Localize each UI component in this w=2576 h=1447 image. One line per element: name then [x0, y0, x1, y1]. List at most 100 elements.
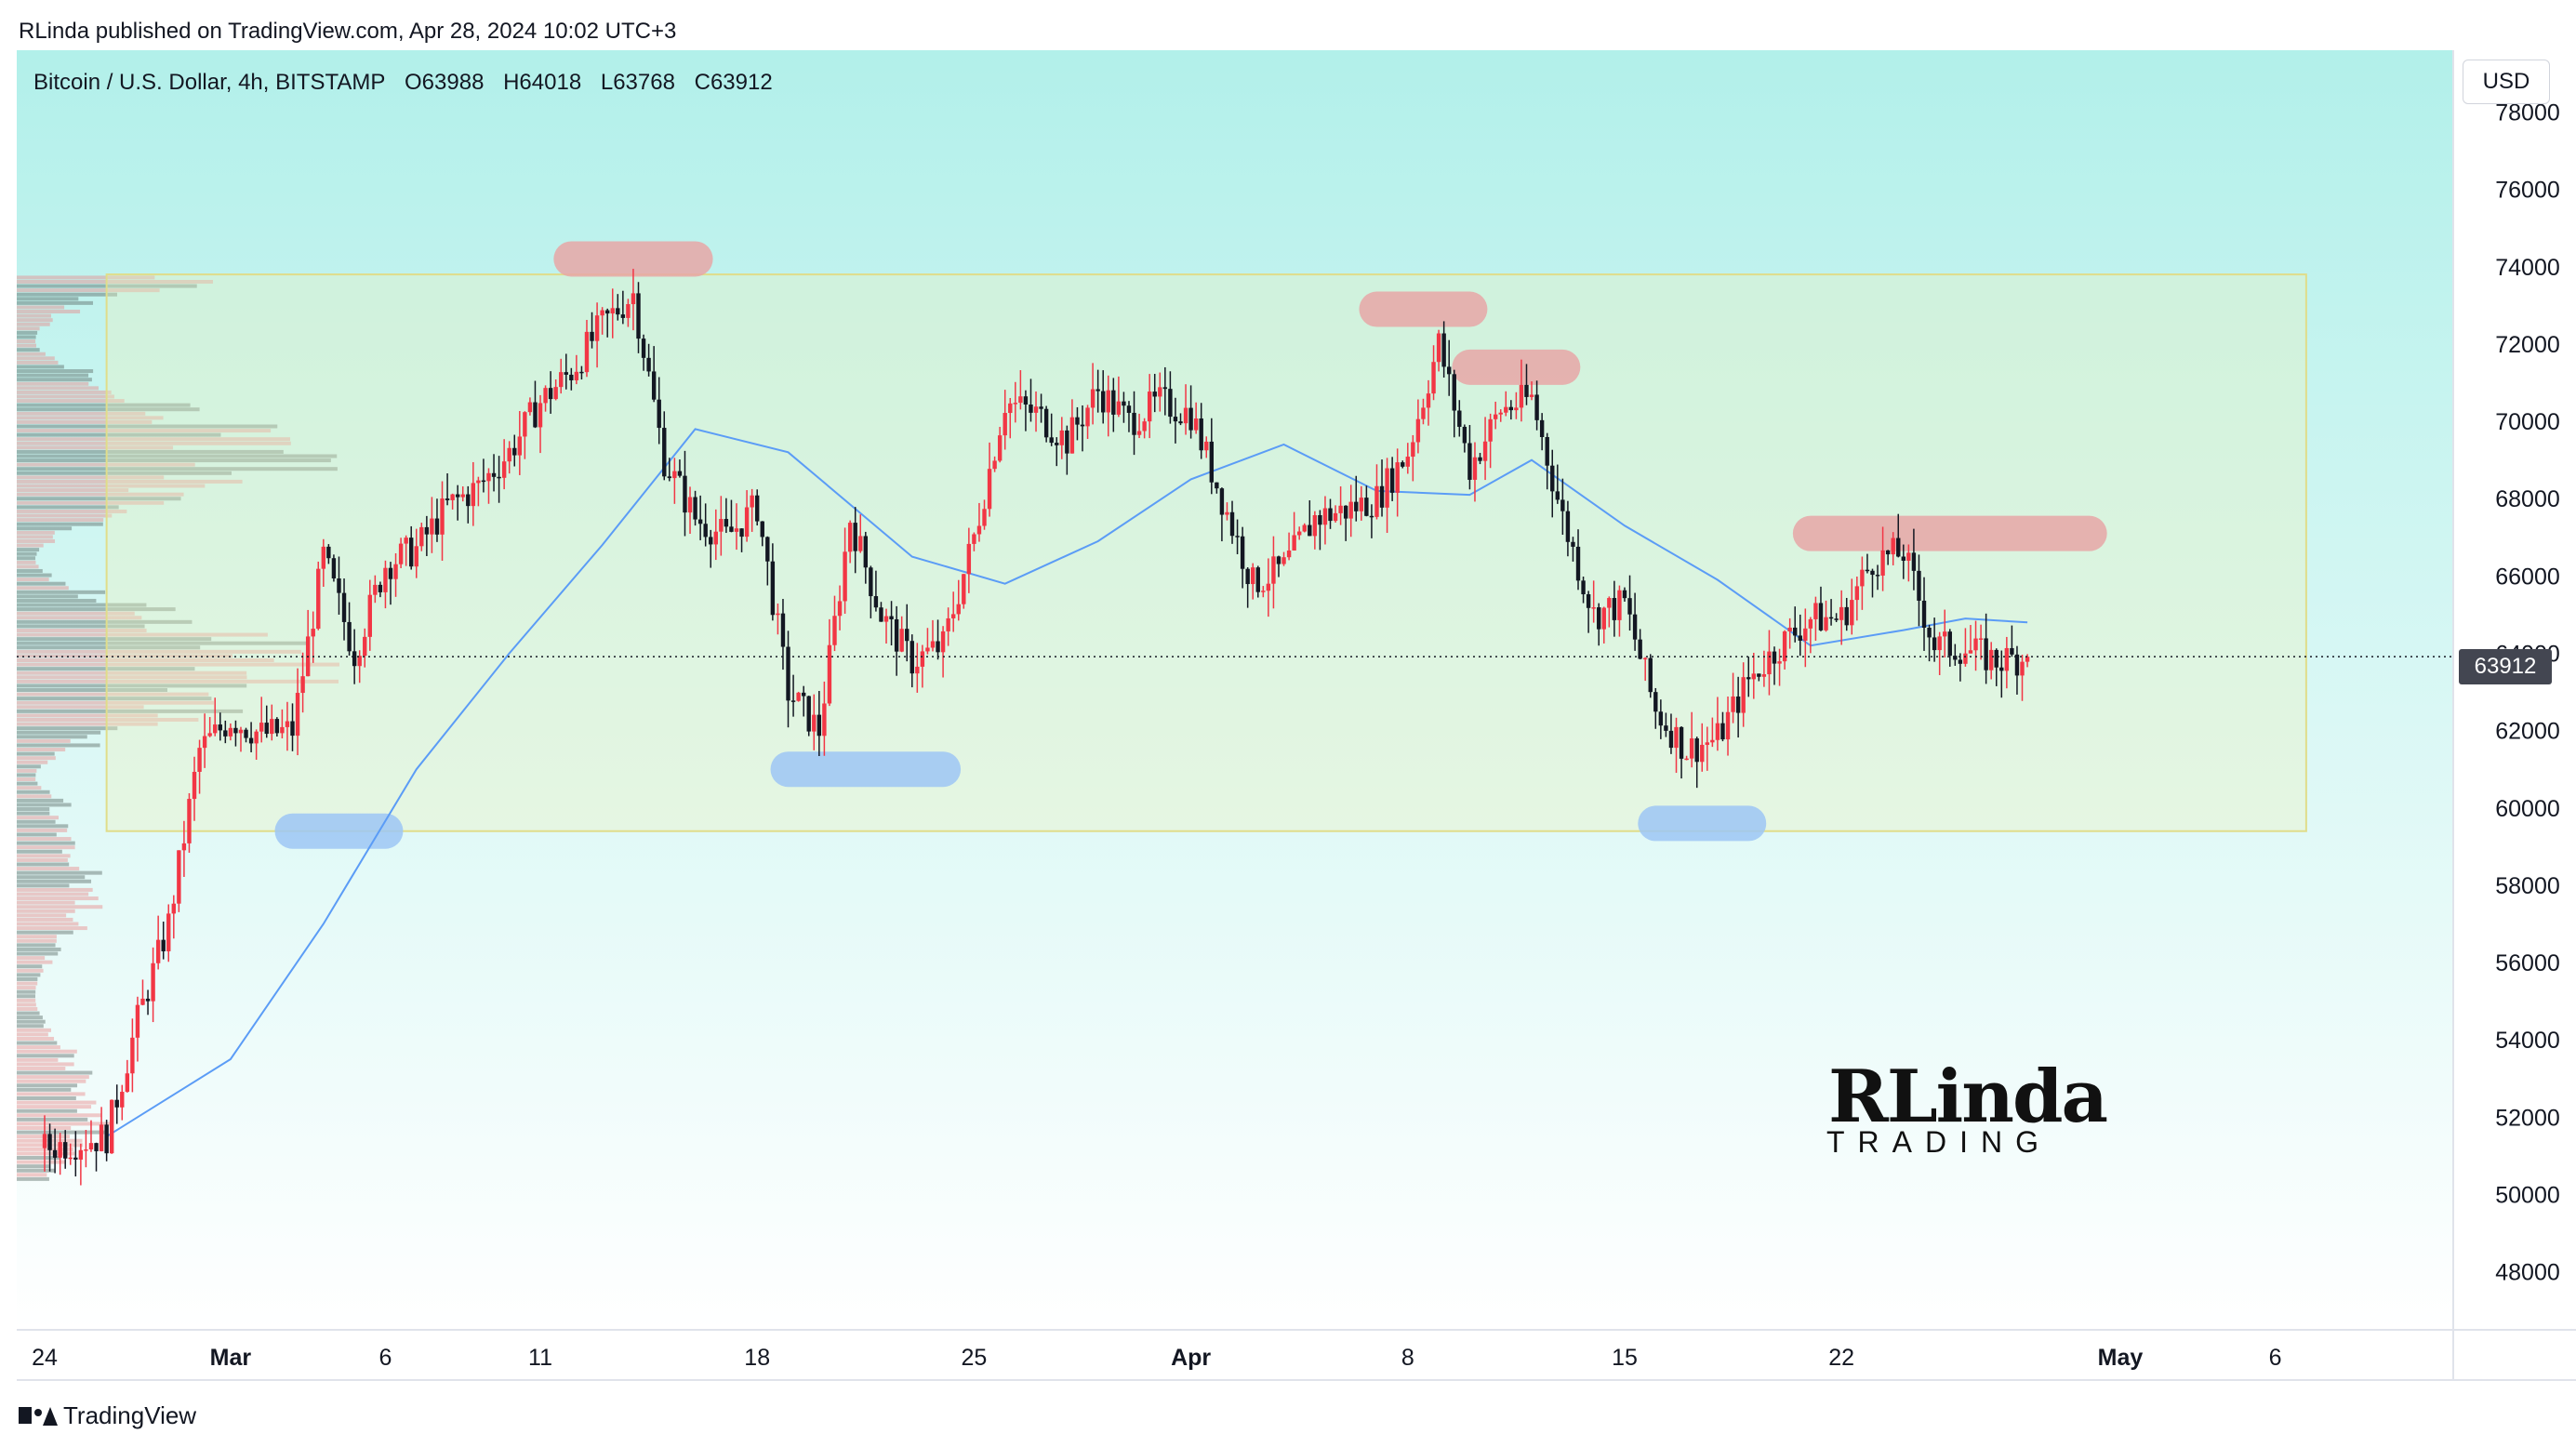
candle: [228, 723, 233, 741]
symbol-name[interactable]: Bitcoin / U.S. Dollar, 4h, BITSTAMP: [33, 70, 386, 95]
tradingview-logo-icon[interactable]: [19, 1405, 58, 1426]
candle: [657, 377, 661, 445]
candle: [270, 704, 274, 741]
candle: [1251, 563, 1255, 600]
candle: [1844, 597, 1849, 631]
candle: [750, 488, 754, 532]
high-value: H64018: [503, 70, 582, 95]
volume-profile-bar: [17, 437, 291, 442]
candle: [517, 411, 523, 475]
candle: [858, 514, 863, 553]
candle: [181, 820, 187, 877]
candle: [1142, 418, 1147, 439]
volume-profile-bar: [17, 551, 37, 556]
candle: [946, 607, 950, 646]
volume-profile-bar: [17, 938, 57, 943]
volume-profile-bar: [17, 594, 78, 599]
price-tick-label: 76000: [2495, 178, 2560, 204]
moving-average-layer: [106, 428, 2028, 1137]
candle: [197, 739, 202, 794]
candle: [1813, 596, 1818, 641]
volume-profile-bar: [17, 560, 36, 564]
time-scale[interactable]: 24 Mar 6 11 18 25 Apr 8 15 22 May 6: [32, 1345, 2281, 1371]
candle: [1245, 567, 1250, 608]
range-box-layer: [105, 273, 2307, 832]
volume-profile-bar: [17, 777, 36, 782]
candle: [734, 503, 739, 551]
candle: [455, 485, 460, 521]
candle: [135, 996, 140, 1062]
candle: [1581, 576, 1586, 604]
candle: [300, 652, 305, 713]
candle: [1741, 662, 1746, 727]
candle: [341, 578, 347, 641]
candle: [1162, 366, 1168, 416]
volume-profile-bar: [17, 998, 36, 1002]
volume-profile-bar: [17, 1066, 66, 1070]
volume-profile-bar: [17, 981, 38, 986]
candle: [331, 554, 337, 582]
volume-profile-bar: [17, 883, 70, 888]
candlestick-chart[interactable]: 7800076000740007200070000680006600064000…: [17, 50, 2576, 1391]
candle: [512, 434, 517, 467]
volume-profile-bar: [17, 905, 103, 909]
footer[interactable]: TradingView: [19, 1395, 196, 1436]
volume-profile-bar: [17, 1049, 77, 1054]
footer-label[interactable]: TradingView: [63, 1401, 197, 1429]
volume-profile-bar: [17, 887, 93, 892]
candle: [548, 371, 553, 414]
range-box: [105, 273, 2307, 832]
currency-button[interactable]: USD: [2463, 60, 2550, 104]
chart-area[interactable]: 7800076000740007200070000680006600064000…: [17, 50, 2576, 1391]
candle: [1292, 511, 1296, 551]
candle: [1209, 418, 1215, 495]
price-scale[interactable]: 7800076000740007200070000680006600064000…: [2495, 100, 2560, 1286]
volume-profile-bar: [17, 310, 81, 314]
volume-profile-bar: [17, 968, 44, 973]
candle: [445, 473, 450, 506]
candle: [1075, 406, 1080, 441]
volume-profile-bar: [17, 1024, 44, 1029]
candle: [1601, 606, 1606, 644]
volume-profile-bar: [17, 841, 75, 845]
candle: [992, 456, 997, 472]
candle: [719, 496, 724, 556]
volume-profile-bar: [17, 807, 50, 812]
volume-profile-bar: [17, 1028, 51, 1032]
candle: [1731, 672, 1735, 724]
candle: [1508, 400, 1514, 420]
candle: [1617, 585, 1622, 637]
candle: [889, 601, 894, 645]
volume-profile-bar: [17, 1011, 40, 1016]
volume-profile-bar: [17, 322, 50, 326]
candle: [1757, 673, 1761, 682]
volume-profile-bar: [17, 497, 181, 501]
candle: [683, 450, 687, 537]
candle: [1658, 699, 1664, 739]
candle: [440, 481, 445, 561]
volume-profile-bar: [17, 1100, 97, 1105]
candle: [264, 705, 269, 738]
volume-profile-bar: [17, 857, 68, 862]
candle: [68, 1143, 73, 1165]
candle: [161, 922, 166, 960]
candle: [1710, 717, 1715, 748]
candle: [238, 726, 244, 752]
symbol-legend[interactable]: Bitcoin / U.S. Dollar, 4h, BITSTAMP O639…: [33, 67, 786, 99]
candle: [1850, 578, 1854, 635]
volume-profile-bar: [17, 790, 50, 794]
volume-profile-bar: [17, 875, 86, 880]
volume-profile-bar: [17, 989, 36, 994]
candle: [1782, 630, 1787, 670]
candle: [151, 947, 155, 1023]
candle: [414, 528, 418, 578]
candle: [88, 1120, 94, 1152]
zones-layer: [274, 241, 2107, 849]
candle: [790, 674, 796, 717]
candle: [713, 509, 718, 561]
candle: [155, 915, 161, 970]
candle: [1132, 391, 1136, 456]
candle: [1286, 532, 1292, 561]
volume-profile-bar: [17, 976, 38, 981]
candle: [424, 515, 430, 556]
